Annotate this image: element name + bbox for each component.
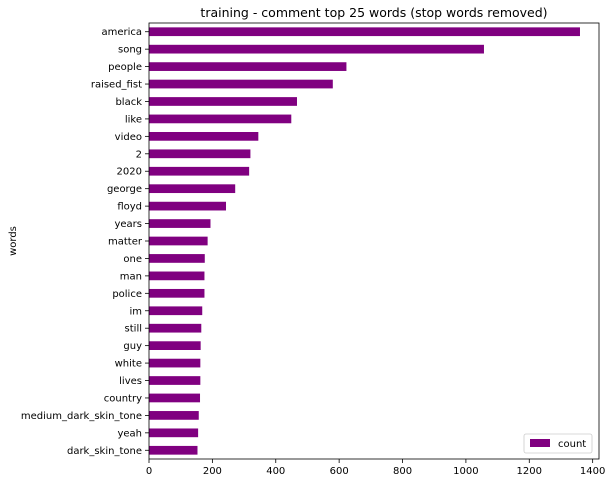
x-tick-label: 600 xyxy=(330,466,349,477)
bar-dark-skin-tone xyxy=(149,445,198,455)
bar-raised-fist xyxy=(149,79,333,89)
legend: count xyxy=(523,433,593,454)
x-tick-label: 1400 xyxy=(580,466,605,477)
bar-white xyxy=(149,358,201,368)
bar-2020 xyxy=(149,166,250,176)
y-tick-label: raised_fist xyxy=(91,80,142,91)
y-tick-label: medium_dark_skin_tone xyxy=(21,411,142,422)
y-tick-label: police xyxy=(112,289,142,300)
bar-man xyxy=(149,271,205,281)
y-tick-label: im xyxy=(129,306,142,317)
plot-area-frame xyxy=(148,22,600,460)
y-tick-label: yeah xyxy=(117,428,142,439)
x-tick-label: 400 xyxy=(266,466,285,477)
y-tick-label: america xyxy=(101,27,142,38)
bar-video xyxy=(149,132,259,141)
bar-country xyxy=(149,393,201,403)
bar-im xyxy=(149,306,203,316)
chart-title: training - comment top 25 words (stop wo… xyxy=(200,5,547,20)
bar-medium-dark-skin-tone xyxy=(149,411,199,420)
bar-lives xyxy=(149,376,201,385)
bar-one xyxy=(149,254,205,263)
y-tick-label: black xyxy=(115,97,142,108)
x-tick-label: 1200 xyxy=(517,466,542,477)
y-tick-label: song xyxy=(118,45,142,56)
y-tick-label: still xyxy=(125,324,142,335)
x-tick-label: 200 xyxy=(203,466,222,477)
x-tick-label: 0 xyxy=(146,466,152,477)
bar-people xyxy=(149,62,347,71)
bar-police xyxy=(149,288,205,298)
y-tick-label: guy xyxy=(123,341,142,352)
y-tick-label: white xyxy=(115,359,142,370)
y-tick-label: like xyxy=(125,114,142,125)
y-tick-label: country xyxy=(104,393,142,404)
y-axis-label: words xyxy=(8,226,19,256)
y-tick-label: people xyxy=(108,62,142,73)
y-tick-label: years xyxy=(114,219,142,230)
x-tick-label: 800 xyxy=(393,466,412,477)
y-tick-label: floyd xyxy=(117,202,142,213)
x-tick-label: 1000 xyxy=(453,466,478,477)
bar-matter xyxy=(149,236,208,246)
y-tick-label: man xyxy=(120,271,142,282)
y-tick-label: dark_skin_tone xyxy=(67,446,142,457)
bar-2 xyxy=(149,149,251,159)
bar-like xyxy=(149,114,292,124)
bar-song xyxy=(149,44,484,54)
bar-still xyxy=(149,323,202,333)
y-tick-label: video xyxy=(115,132,142,143)
bars-group xyxy=(149,27,580,455)
y-tick-label: george xyxy=(107,184,142,195)
legend-swatch xyxy=(530,439,550,447)
y-tick-label: one xyxy=(123,254,142,265)
y-tick-label: 2020 xyxy=(117,167,142,178)
y-tick-label: lives xyxy=(119,376,142,387)
bar-black xyxy=(149,97,297,106)
x-tick-labels: 0 200 400 600 800 1000 1200 1400 xyxy=(146,459,605,477)
bar-years xyxy=(149,219,211,228)
bar-george xyxy=(149,184,236,194)
bar-floyd xyxy=(149,201,227,211)
legend-box xyxy=(523,433,593,454)
y-tick-label: 2 xyxy=(136,149,142,160)
bar-america xyxy=(149,27,580,37)
legend-label: count xyxy=(558,439,586,450)
y-tick-label: matter xyxy=(108,237,143,248)
bar-guy xyxy=(149,341,201,350)
bar-yeah xyxy=(149,428,199,438)
